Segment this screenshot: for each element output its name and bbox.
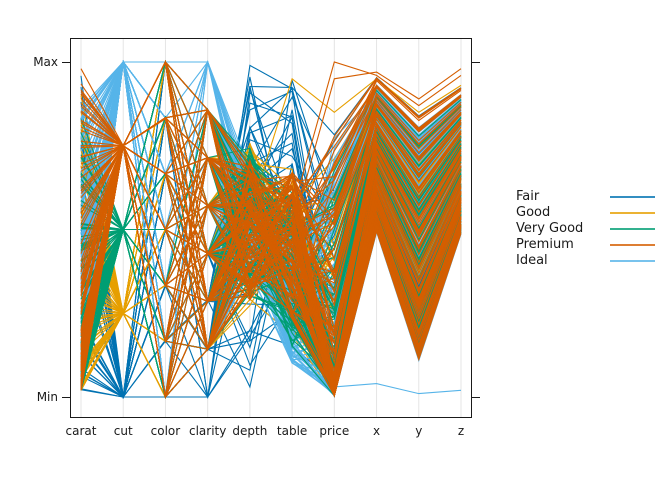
legend-line-swatch bbox=[610, 196, 655, 198]
axis-label-x: x bbox=[372, 424, 381, 438]
legend-label: Fair bbox=[516, 189, 540, 204]
parcoord-line bbox=[80, 145, 462, 398]
legend-line-swatch bbox=[610, 260, 655, 262]
plot-border bbox=[70, 38, 472, 418]
legend-label: Ideal bbox=[516, 253, 548, 268]
axis-label-z: z bbox=[457, 424, 465, 438]
series-lines-premium bbox=[80, 60, 462, 399]
axis-label-y: y bbox=[415, 424, 423, 438]
legend-line-swatch bbox=[610, 212, 655, 214]
legend-item-very-good: Very Good bbox=[516, 221, 666, 237]
legend-label: Good bbox=[516, 205, 551, 220]
legend-label: Premium bbox=[516, 237, 574, 252]
legend-item-good: Good bbox=[516, 205, 666, 221]
axis-label-table: table bbox=[276, 424, 308, 438]
y-axis-max-label: Max bbox=[33, 55, 58, 69]
axis-label-clarity: clarity bbox=[188, 424, 227, 438]
axis-label-cut: cut bbox=[113, 424, 133, 438]
legend-item-fair: Fair bbox=[516, 189, 666, 205]
value-ticks bbox=[62, 62, 480, 398]
axis-label-color: color bbox=[150, 424, 181, 438]
y-axis-min-label: Min bbox=[36, 390, 58, 404]
axis-label-depth: depth bbox=[232, 424, 268, 438]
legend-item-ideal: Ideal bbox=[516, 253, 666, 269]
legend-item-premium: Premium bbox=[516, 237, 666, 253]
parcoord-line bbox=[80, 60, 462, 351]
legend-label: Very Good bbox=[516, 221, 584, 236]
axis-label-carat: carat bbox=[65, 424, 97, 438]
parcoord-line bbox=[80, 68, 462, 302]
axis-label-price: price bbox=[319, 424, 350, 438]
parcoord-line bbox=[80, 86, 462, 351]
legend-line-swatch bbox=[610, 244, 655, 246]
legend: Fair Good Very Good Premium Ideal bbox=[516, 189, 666, 269]
legend-line-swatch bbox=[610, 228, 655, 230]
